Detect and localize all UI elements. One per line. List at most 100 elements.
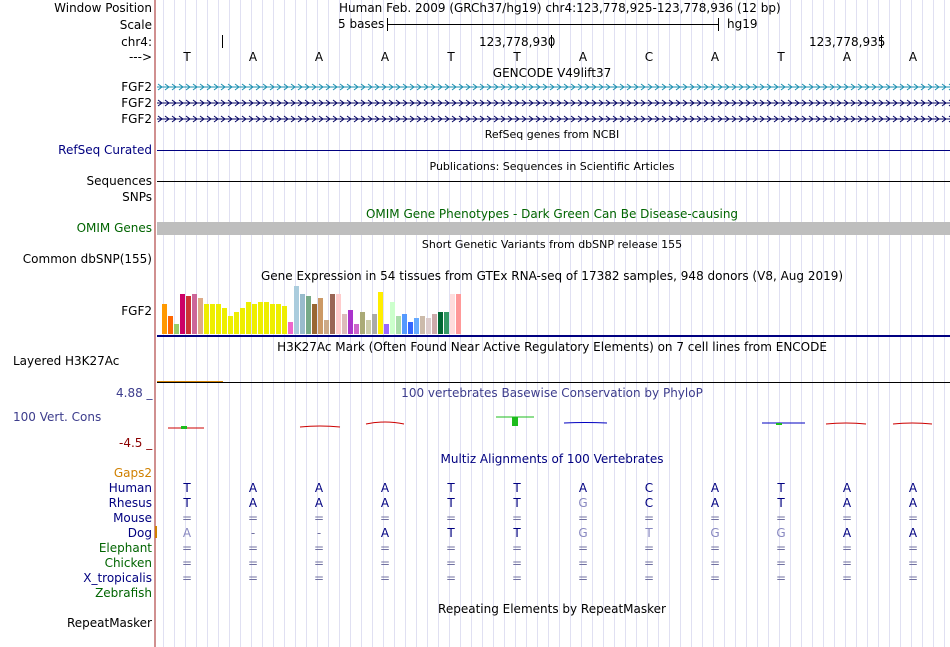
- repeatmasker-label[interactable]: RepeatMasker: [66, 616, 152, 630]
- alignment-base: T: [183, 496, 191, 510]
- publications-track[interactable]: [157, 181, 950, 182]
- alignment-base: =: [247, 511, 259, 525]
- alignment-base: T: [513, 481, 521, 495]
- gencode-gene-label[interactable]: FGF2: [121, 80, 152, 94]
- gtex-tissue-bar: [324, 320, 329, 334]
- scale-label: Scale: [119, 18, 152, 32]
- species-label[interactable]: Mouse: [113, 511, 152, 525]
- dbsnp-title: Short Genetic Variants from dbSNP releas…: [421, 238, 683, 251]
- gtex-gene-label[interactable]: FGF2: [121, 304, 152, 318]
- species-label[interactable]: Human: [108, 481, 152, 495]
- grid-line: [922, 0, 923, 647]
- alignment-base: =: [709, 556, 721, 570]
- alignment-base: C: [644, 496, 654, 510]
- gencode-gene-tracks[interactable]: [0, 0, 950, 130]
- gtex-tissue-bar: [354, 324, 359, 334]
- alignment-base: G: [776, 526, 786, 540]
- grid-line: [570, 0, 571, 647]
- gtex-tissue-bar: [264, 302, 269, 334]
- gtex-tissue-bar: [378, 292, 383, 334]
- alignment-base: =: [907, 571, 919, 585]
- scale-db: hg19: [727, 17, 758, 31]
- scale-bar: [388, 24, 718, 25]
- grid-line: [878, 0, 879, 647]
- snps-label[interactable]: SNPs: [122, 190, 152, 204]
- species-label[interactable]: X_tropicalis: [83, 571, 152, 585]
- h3k27ac-title: H3K27Ac Mark (Often Found Near Active Re…: [277, 340, 827, 354]
- phylop-title: 100 vertebrates Basewise Conservation by…: [401, 386, 703, 400]
- grid-line: [691, 0, 692, 647]
- gtex-baseline: [157, 335, 950, 337]
- grid-line: [383, 0, 384, 647]
- alignment-base: A: [248, 496, 258, 510]
- ruler-tick: [222, 35, 223, 48]
- window-position-label: Window Position: [54, 1, 152, 15]
- gtex-bar-chart[interactable]: [0, 280, 950, 340]
- h3k27ac-track[interactable]: [157, 382, 950, 383]
- gene-strand-arrows: [157, 99, 950, 107]
- gtex-tissue-bar: [366, 320, 371, 334]
- base-letter: A: [380, 50, 390, 64]
- alignment-base: A: [842, 526, 852, 540]
- grid-line: [592, 0, 593, 647]
- grid-line: [548, 0, 549, 647]
- gtex-tissue-bar: [420, 316, 425, 334]
- alignment-base: =: [511, 541, 523, 555]
- scale-bar-right-tick: [718, 18, 719, 31]
- gtex-tissue-bar: [300, 294, 305, 334]
- gtex-tissue-bar: [414, 318, 419, 334]
- species-label[interactable]: Chicken: [104, 556, 152, 570]
- alignment-base: =: [643, 541, 655, 555]
- alignment-base: T: [513, 496, 521, 510]
- alignment-base: A: [182, 526, 192, 540]
- species-label[interactable]: Elephant: [98, 541, 152, 555]
- gtex-tissue-bar: [222, 308, 227, 334]
- h3k27ac-label[interactable]: Layered H3K27Ac: [13, 354, 120, 368]
- gtex-tissue-bar: [216, 304, 221, 334]
- alignment-base: A: [380, 526, 390, 540]
- alignment-base: A: [908, 481, 918, 495]
- gaps-label[interactable]: Gaps2: [113, 466, 152, 480]
- alignment-base: =: [907, 541, 919, 555]
- gtex-tissue-bar: [228, 316, 233, 334]
- grid-line: [603, 0, 604, 647]
- gtex-tissue-bar: [168, 316, 173, 334]
- scale-bases: 5 bases: [338, 17, 385, 31]
- alignment-base: T: [183, 481, 191, 495]
- omim-label[interactable]: OMIM Genes: [76, 221, 152, 235]
- gencode-gene-label[interactable]: FGF2: [121, 112, 152, 126]
- alignment-base: =: [709, 571, 721, 585]
- alignment-base: =: [445, 511, 457, 525]
- publications-label[interactable]: Sequences: [86, 174, 152, 188]
- alignment-base: A: [908, 526, 918, 540]
- refseq-label[interactable]: RefSeq Curated: [58, 143, 152, 157]
- alignment-base: =: [445, 556, 457, 570]
- alignment-base: =: [511, 571, 523, 585]
- dbsnp-label[interactable]: Common dbSNP(155): [22, 252, 152, 266]
- omim-track[interactable]: [157, 222, 950, 235]
- grid-line: [625, 0, 626, 647]
- publications-title: Publications: Sequences in Scientific Ar…: [429, 160, 675, 173]
- gtex-tissue-bar: [336, 294, 341, 334]
- grid-line: [636, 0, 637, 647]
- base-letter: A: [578, 50, 588, 64]
- chrom-label: chr4:: [121, 35, 152, 49]
- species-label[interactable]: Rhesus: [108, 496, 152, 510]
- alignment-base: A: [314, 481, 324, 495]
- alignment-base: =: [379, 511, 391, 525]
- base-letter: A: [314, 50, 324, 64]
- phylop-label[interactable]: 100 Vert. Cons: [13, 410, 102, 424]
- gencode-gene-label[interactable]: FGF2: [121, 96, 152, 110]
- species-label[interactable]: Dog: [127, 526, 152, 540]
- phylop-min: -4.5 _: [119, 436, 153, 450]
- refseq-track[interactable]: [157, 150, 950, 151]
- alignment-base: =: [775, 541, 787, 555]
- gtex-tissue-bar: [348, 310, 353, 334]
- alignment-base: A: [908, 496, 918, 510]
- alignment-base: =: [709, 541, 721, 555]
- species-label[interactable]: Zebrafish: [95, 586, 152, 600]
- grid-line: [944, 0, 945, 647]
- phylop-track[interactable]: [0, 400, 950, 440]
- grid-line: [680, 0, 681, 647]
